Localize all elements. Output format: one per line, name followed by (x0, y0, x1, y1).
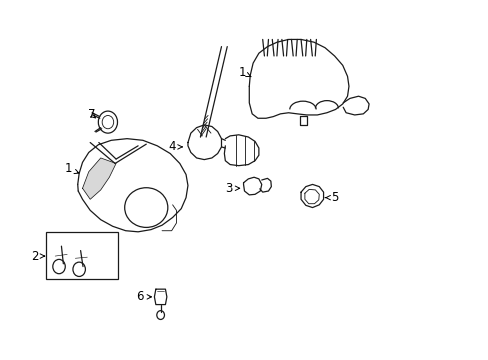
Text: 5: 5 (325, 191, 338, 204)
Text: 1: 1 (238, 66, 251, 79)
Text: 4: 4 (168, 140, 182, 153)
Text: 6: 6 (136, 291, 151, 303)
Text: 7: 7 (88, 108, 96, 121)
Text: 3: 3 (225, 182, 239, 195)
Text: 1: 1 (64, 162, 79, 175)
Bar (45, 232, 117, 279)
Polygon shape (82, 158, 116, 199)
Text: 2: 2 (31, 249, 44, 262)
